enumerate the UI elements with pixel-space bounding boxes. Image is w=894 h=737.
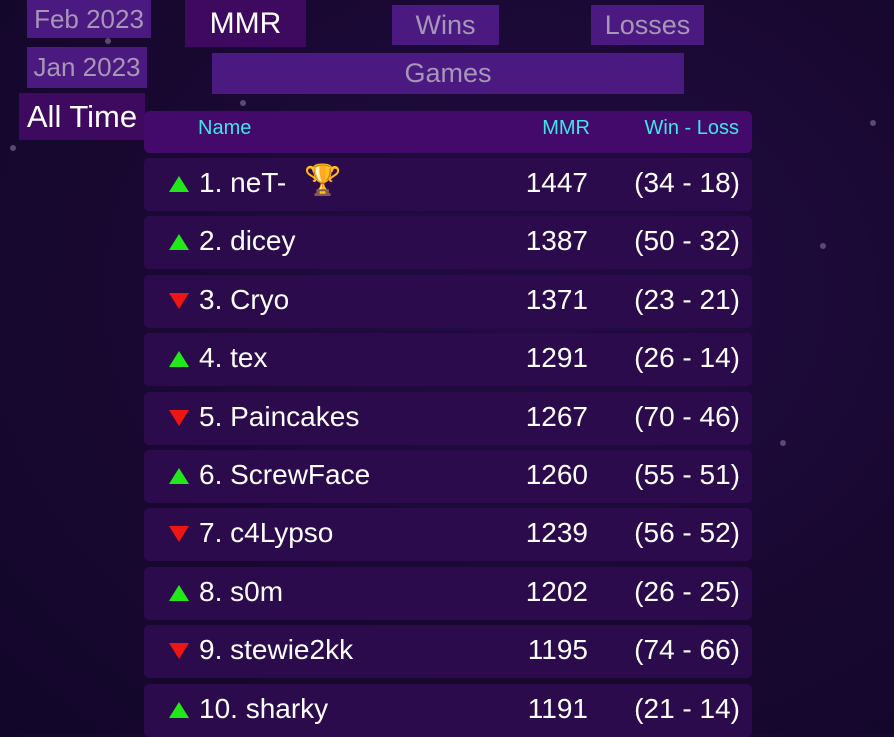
player-win-loss: (26 - 14) [634, 342, 740, 374]
player-name: 3. Cryo [199, 283, 290, 315]
player-win-loss: (23 - 21) [634, 283, 740, 315]
player-mmr: 1447 [525, 167, 588, 198]
player-mmr: 1195 [527, 634, 588, 666]
tab-wins[interactable]: Wins [392, 5, 499, 45]
header-name: Name [198, 117, 252, 139]
player-win-loss: (26 - 25) [634, 575, 740, 607]
table-header: Name MMR Win - Loss [144, 111, 752, 153]
table-row[interactable]: 2. dicey 1387 (50 - 32) [144, 216, 752, 270]
header-win-loss: Win - Loss [644, 117, 739, 139]
table-row[interactable]: 9. stewie2kk 1195 (74 - 66) [144, 625, 752, 679]
player-name: 7. c4Lypso [199, 517, 334, 549]
player-win-loss: (34 - 18) [634, 167, 740, 198]
table-row[interactable]: 1. neT- 🏆 1447 (34 - 18) [144, 158, 752, 211]
player-name: 1. neT- [199, 167, 287, 198]
table-row[interactable]: 6. ScrewFace 1260 (55 - 51) [144, 450, 752, 503]
player-name: 4. tex [199, 342, 268, 374]
tab-losses[interactable]: Losses [591, 5, 704, 45]
period-all-time[interactable]: All Time [19, 93, 145, 140]
tab-mmr[interactable]: MMR [185, 0, 306, 47]
player-name: 6. ScrewFace [199, 459, 371, 490]
player-mmr: 1260 [525, 459, 588, 490]
trend-up-icon [169, 176, 189, 192]
trend-up-icon [169, 584, 189, 601]
player-win-loss: (70 - 46) [634, 400, 740, 432]
player-win-loss: (74 - 66) [634, 634, 740, 666]
table-row[interactable]: 7. c4Lypso 1239 (56 - 52) [144, 508, 752, 562]
table-row[interactable]: 5. Paincakes 1267 (70 - 46) [144, 391, 752, 445]
trend-down-icon [169, 292, 189, 309]
trend-down-icon [169, 409, 189, 426]
player-name: 9. stewie2kk [199, 634, 354, 666]
tab-games[interactable]: Games [212, 53, 684, 94]
trophy-icon: 🏆 [304, 164, 342, 197]
table-row[interactable]: 4. tex 1291 (26 - 14) [144, 333, 752, 387]
table-row[interactable]: 8. s0m 1202 (26 - 25) [144, 566, 752, 620]
trend-down-icon [169, 526, 189, 543]
player-mmr: 1291 [525, 342, 588, 374]
player-mmr: 1202 [525, 575, 588, 607]
header-mmr: MMR [542, 117, 590, 139]
trend-up-icon [169, 351, 189, 368]
player-mmr: 1191 [527, 692, 588, 724]
player-win-loss: (56 - 52) [634, 517, 740, 549]
player-win-loss: (21 - 14) [634, 692, 740, 724]
player-name: 5. Paincakes [199, 400, 360, 432]
player-mmr: 1387 [525, 225, 588, 257]
player-name: 10. sharky [199, 692, 329, 724]
player-mmr: 1239 [525, 517, 588, 549]
player-name: 2. dicey [199, 225, 296, 257]
trend-up-icon [169, 234, 189, 251]
player-name: 8. s0m [199, 575, 284, 607]
player-mmr: 1371 [525, 283, 588, 315]
period-feb-2023[interactable]: Feb 2023 [27, 0, 151, 38]
player-mmr: 1267 [525, 400, 588, 432]
player-win-loss: (55 - 51) [634, 459, 740, 490]
trend-up-icon [169, 468, 189, 484]
table-row[interactable]: 10. sharky 1191 (21 - 14) [144, 683, 752, 737]
trend-up-icon [169, 701, 189, 718]
period-jan-2023[interactable]: Jan 2023 [27, 47, 147, 88]
table-row[interactable]: 3. Cryo 1371 (23 - 21) [144, 274, 752, 328]
trend-down-icon [169, 643, 189, 660]
player-win-loss: (50 - 32) [634, 225, 740, 257]
